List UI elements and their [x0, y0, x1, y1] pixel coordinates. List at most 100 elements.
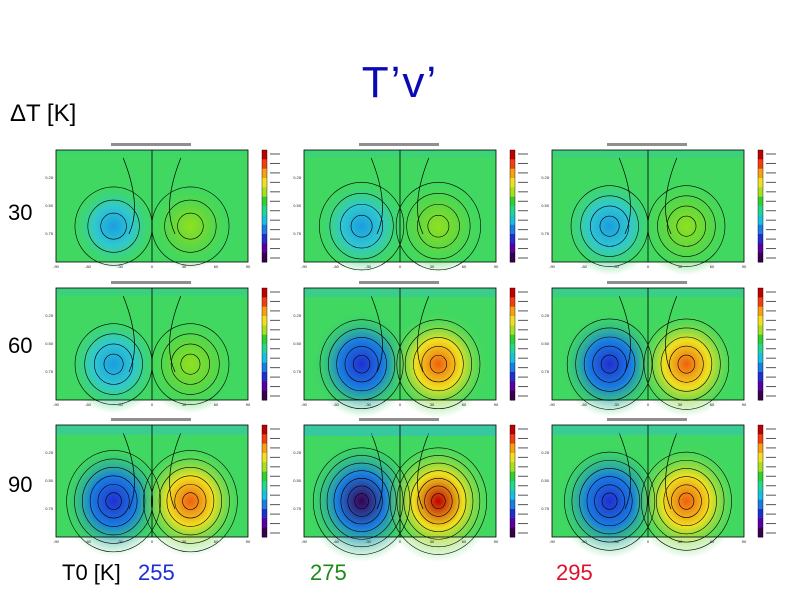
contour-line	[370, 157, 430, 235]
contour-line	[564, 451, 656, 551]
colorbar-swatch	[510, 187, 515, 198]
colorbar-swatch	[510, 481, 515, 491]
x-tick-label: 0	[151, 402, 154, 407]
x-tick-label: 60	[214, 264, 219, 269]
contour-line	[122, 432, 182, 510]
colorbar-swatch	[758, 443, 763, 454]
x-tick-label: -30	[613, 264, 620, 269]
contour-line	[592, 345, 627, 383]
colorbar-swatch	[262, 381, 267, 392]
contour-line	[143, 450, 238, 553]
contour-line	[336, 337, 387, 392]
contour-line	[669, 345, 704, 383]
panel-frame	[551, 424, 745, 538]
contour-line	[74, 458, 154, 544]
col-label-275: 275	[310, 560, 347, 585]
panel-header	[359, 281, 439, 284]
contour-line	[312, 447, 411, 555]
x-tick-label: 0	[399, 539, 402, 544]
colorbar-swatch	[262, 252, 267, 263]
colorbar-frame	[509, 424, 516, 538]
colorbar-frame	[509, 287, 516, 401]
y-tick-label: 0.75	[541, 231, 550, 236]
contour-line	[87, 199, 140, 253]
colorbar-swatch	[262, 178, 267, 188]
colorbar-swatch	[510, 334, 515, 345]
x-tick-label: 60	[710, 402, 715, 407]
colorbar-swatch	[510, 381, 515, 392]
x-tick-label: 60	[214, 402, 219, 407]
colorbar-swatch	[510, 353, 515, 364]
contour-line	[344, 346, 379, 383]
colorbar-swatch	[758, 471, 763, 482]
colorbar-swatch	[510, 215, 515, 226]
contour-line	[580, 195, 639, 257]
colorbar-swatch	[758, 316, 763, 326]
y-tick-label: 0.50	[293, 203, 302, 208]
contour-line	[319, 182, 405, 271]
colorbar-swatch	[510, 490, 515, 501]
contour-line	[326, 462, 397, 540]
colorbar-swatch	[262, 481, 267, 491]
colorbar-swatch	[758, 168, 763, 179]
x-tick-label: 30	[678, 539, 683, 544]
contour-line	[164, 199, 217, 253]
contour-line	[166, 475, 215, 527]
contour-line	[618, 157, 678, 235]
colorbar-swatch	[758, 353, 763, 364]
negative-lobe	[306, 440, 417, 563]
colorbar-frame	[757, 424, 764, 538]
panel-frame	[303, 424, 497, 538]
contour-line	[396, 455, 481, 548]
panel-dT60-T0295: -90 -60 -30 0 30 60 90 0.25 0.50 0.75	[541, 281, 776, 417]
x-tick-label: -60	[85, 264, 92, 269]
y-tick-label: 0.25	[541, 313, 550, 318]
colorbar-swatch	[510, 462, 515, 473]
positive-lobe	[636, 311, 736, 417]
negative-lobe	[66, 315, 161, 414]
colorbar-swatch	[510, 224, 515, 235]
colorbar-swatch	[510, 168, 515, 179]
contour-line	[655, 468, 717, 535]
colorbar-frame	[261, 287, 268, 401]
x-tick-label: -30	[613, 539, 620, 544]
row-axis-label: ΔT [K]	[10, 100, 77, 127]
colorbar-swatch	[510, 344, 515, 354]
contour-line	[677, 354, 696, 374]
x-tick-label: -30	[365, 402, 372, 407]
positive-lobe	[138, 445, 242, 557]
x-tick-label: 0	[647, 402, 650, 407]
y-tick-label: 0.25	[45, 450, 54, 455]
panel-dT30-T0295: -90 -60 -30 0 30 60 90 0.25 0.50 0.75	[541, 143, 776, 276]
panel-header	[607, 281, 687, 284]
y-tick-label: 0.50	[293, 341, 302, 346]
x-tick-label: 0	[399, 264, 402, 269]
contour-line	[403, 462, 474, 540]
x-tick-label: -90	[549, 402, 556, 407]
colorbar-swatch	[510, 159, 515, 170]
colorbar-frame	[757, 287, 764, 401]
contour-line	[618, 295, 678, 373]
contour-line	[340, 203, 384, 249]
x-tick-label: 90	[246, 539, 251, 544]
negative-lobe	[311, 310, 412, 418]
negative-lobe	[560, 311, 660, 417]
x-tick-label: -30	[117, 264, 124, 269]
colorbar-swatch	[262, 206, 267, 216]
panel-dT90-T0255: -90 -60 -30 0 30 60 90 0.25 0.50 0.75	[45, 418, 280, 557]
colorbar-swatch	[510, 499, 515, 510]
x-tick-label: -90	[549, 539, 556, 544]
colorbar-swatch	[510, 243, 515, 254]
colorbar-swatch	[758, 159, 763, 170]
contour-line	[640, 451, 732, 551]
colorbar-swatch	[510, 150, 515, 160]
colorbar-swatch	[262, 372, 267, 382]
colorbar-swatch	[510, 316, 515, 326]
colorbar-swatch	[758, 196, 763, 207]
x-tick-label: 60	[710, 264, 715, 269]
colorbar-swatch	[510, 362, 515, 373]
colorbar-swatch	[262, 196, 267, 207]
x-tick-label: -60	[333, 402, 340, 407]
contour-line	[174, 483, 207, 519]
y-tick-label: 0.75	[45, 369, 54, 374]
